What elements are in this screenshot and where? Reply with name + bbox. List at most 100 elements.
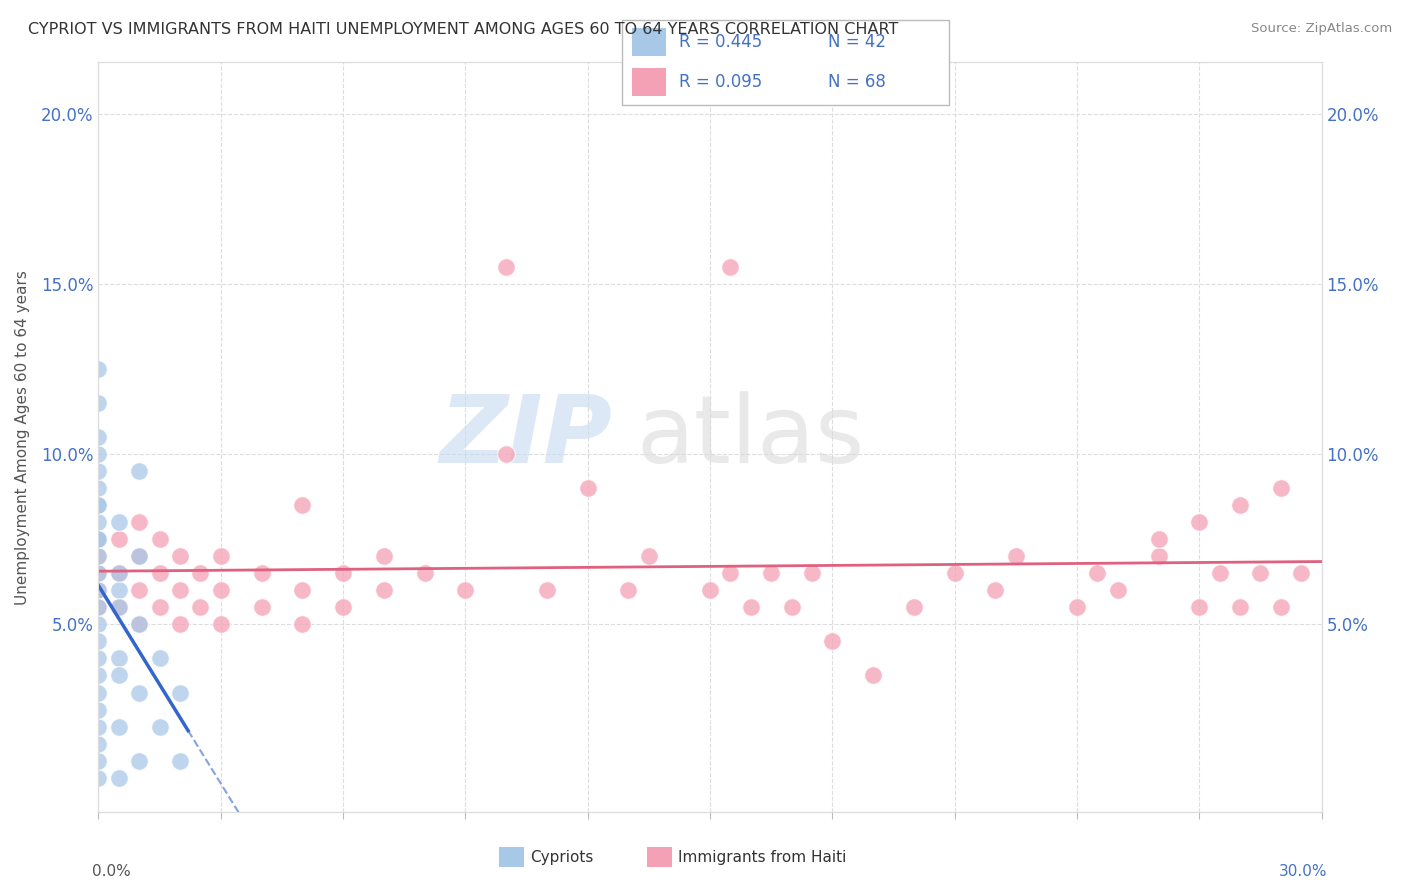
FancyBboxPatch shape (621, 20, 949, 105)
Point (108, 668, 131, 682)
Point (87, 600, 110, 615)
Point (637, 549, 661, 564)
Text: 0.0%: 0.0% (93, 864, 131, 880)
Point (87, 549, 110, 564)
Point (188, 600, 212, 615)
Point (718, 566, 742, 581)
Point (1188, 600, 1211, 615)
Point (128, 515, 150, 529)
Point (128, 549, 150, 564)
Point (1188, 515, 1211, 529)
Point (87, 583, 110, 598)
Point (780, 600, 803, 615)
Point (332, 566, 354, 581)
Point (128, 549, 150, 564)
Point (87, 566, 110, 581)
Point (1270, 481, 1292, 495)
Point (1229, 498, 1251, 512)
Point (87, 702, 110, 716)
Point (373, 549, 395, 564)
Text: N = 42: N = 42 (828, 33, 886, 51)
Point (149, 533, 172, 547)
Point (87, 464, 110, 478)
Point (87, 651, 110, 665)
Point (87, 481, 110, 495)
Text: 30.0%: 30.0% (1279, 864, 1327, 880)
Text: Cypriots: Cypriots (530, 850, 593, 864)
Point (149, 720, 172, 734)
Point (169, 549, 191, 564)
Point (718, 260, 742, 274)
Point (801, 566, 824, 581)
Point (108, 600, 131, 615)
Point (87, 498, 110, 512)
Point (984, 583, 1007, 598)
Point (87, 430, 110, 444)
Text: CYPRIOT VS IMMIGRANTS FROM HAITI UNEMPLOYMENT AMONG AGES 60 TO 64 YEARS CORRELAT: CYPRIOT VS IMMIGRANTS FROM HAITI UNEMPLO… (28, 22, 898, 37)
Point (291, 498, 314, 512)
Point (169, 685, 191, 699)
Point (108, 771, 131, 785)
Point (250, 566, 273, 581)
Point (108, 515, 131, 529)
Point (128, 685, 150, 699)
Point (87, 720, 110, 734)
Point (169, 754, 191, 768)
Point (1066, 600, 1088, 615)
Text: Source: ZipAtlas.com: Source: ZipAtlas.com (1251, 22, 1392, 36)
Point (87, 533, 110, 547)
Point (1209, 566, 1232, 581)
Point (617, 583, 640, 598)
Point (87, 515, 110, 529)
Point (209, 583, 232, 598)
Point (495, 260, 517, 274)
Point (761, 566, 783, 581)
Point (862, 668, 884, 682)
Point (413, 566, 436, 581)
Point (108, 533, 131, 547)
Point (169, 617, 191, 632)
Point (209, 549, 232, 564)
Text: atlas: atlas (637, 391, 865, 483)
Point (188, 566, 212, 581)
Point (87, 754, 110, 768)
Point (576, 481, 599, 495)
Text: N = 68: N = 68 (828, 73, 886, 91)
Point (373, 583, 395, 598)
Point (1249, 566, 1271, 581)
Point (128, 754, 150, 768)
Point (87, 634, 110, 648)
Point (1270, 600, 1292, 615)
Point (1147, 549, 1170, 564)
Point (87, 771, 110, 785)
Point (536, 583, 558, 598)
Bar (633, 28, 666, 56)
Point (108, 651, 131, 665)
Point (169, 583, 191, 598)
Point (128, 617, 150, 632)
Point (87, 737, 110, 751)
Point (943, 566, 966, 581)
Point (740, 600, 762, 615)
Point (87, 617, 110, 632)
Text: R = 0.095: R = 0.095 (679, 73, 762, 91)
Text: Immigrants from Haiti: Immigrants from Haiti (678, 850, 846, 864)
Point (87, 533, 110, 547)
Point (87, 533, 110, 547)
Point (699, 583, 721, 598)
Point (454, 583, 477, 598)
Point (108, 566, 131, 581)
Point (149, 651, 172, 665)
Point (332, 600, 354, 615)
Point (108, 720, 131, 734)
Point (821, 634, 844, 648)
Point (128, 617, 150, 632)
Point (128, 583, 150, 598)
Point (87, 498, 110, 512)
Point (108, 566, 131, 581)
Bar (633, 68, 666, 96)
Point (87, 447, 110, 461)
Point (209, 617, 232, 632)
Point (87, 566, 110, 581)
Point (87, 600, 110, 615)
